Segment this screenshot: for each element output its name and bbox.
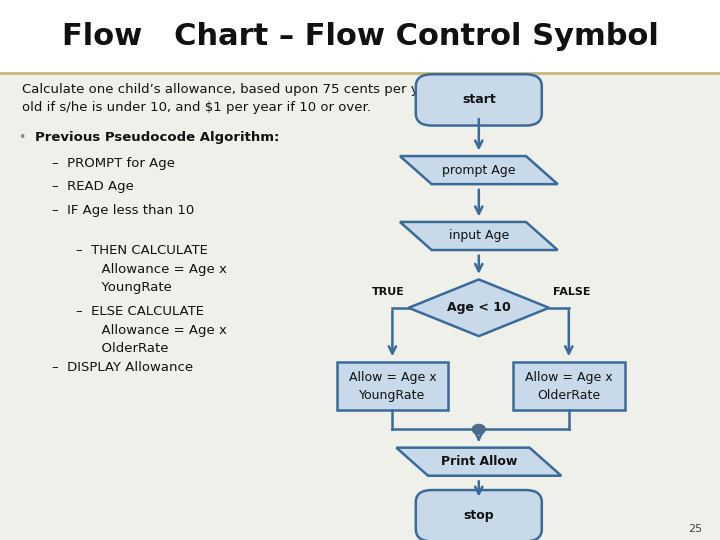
FancyBboxPatch shape	[337, 362, 448, 410]
Text: Allow = Age x
OlderRate: Allow = Age x OlderRate	[525, 370, 613, 402]
FancyBboxPatch shape	[416, 75, 542, 126]
Text: –  READ Age: – READ Age	[52, 180, 134, 193]
FancyBboxPatch shape	[416, 490, 542, 540]
Text: Previous Pseudocode Algorithm:: Previous Pseudocode Algorithm:	[35, 131, 279, 144]
Text: TRUE: TRUE	[372, 287, 405, 296]
Text: prompt Age: prompt Age	[442, 164, 516, 177]
Text: 25: 25	[688, 523, 702, 534]
Text: –  PROMPT for Age: – PROMPT for Age	[52, 157, 175, 170]
FancyBboxPatch shape	[513, 362, 625, 410]
Polygon shape	[400, 222, 558, 250]
Text: –  DISPLAY Allowance: – DISPLAY Allowance	[52, 361, 193, 374]
Circle shape	[472, 424, 485, 434]
Text: Age < 10: Age < 10	[447, 301, 510, 314]
Polygon shape	[409, 280, 549, 336]
Text: –  IF Age less than 10: – IF Age less than 10	[52, 204, 194, 217]
Text: •: •	[18, 131, 25, 144]
Text: start: start	[462, 93, 495, 106]
Polygon shape	[400, 156, 558, 184]
Text: FALSE: FALSE	[553, 287, 590, 296]
Text: stop: stop	[464, 509, 494, 522]
Text: Calculate one child’s allowance, based upon 75 cents per year: Calculate one child’s allowance, based u…	[22, 83, 440, 96]
Text: –  THEN CALCULATE
      Allowance = Age x
      YoungRate: – THEN CALCULATE Allowance = Age x Young…	[76, 244, 227, 294]
Text: Allow = Age x
YoungRate: Allow = Age x YoungRate	[348, 370, 436, 402]
Polygon shape	[396, 448, 562, 476]
Text: –  ELSE CALCULATE
      Allowance = Age x
      OlderRate: – ELSE CALCULATE Allowance = Age x Older…	[76, 305, 227, 355]
Text: input Age: input Age	[449, 230, 509, 242]
Text: old if s/he is under 10, and $1 per year if 10 or over.: old if s/he is under 10, and $1 per year…	[22, 102, 371, 114]
FancyBboxPatch shape	[0, 0, 720, 73]
Text: Print Allow: Print Allow	[441, 455, 517, 468]
Text: Flow   Chart – Flow Control Symbol: Flow Chart – Flow Control Symbol	[62, 22, 658, 51]
